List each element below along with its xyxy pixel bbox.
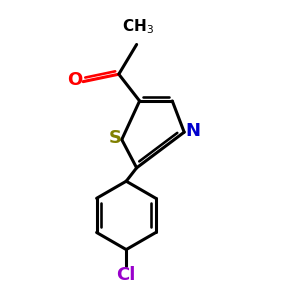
Text: S: S bbox=[109, 129, 122, 147]
Text: O: O bbox=[67, 71, 83, 89]
Text: N: N bbox=[185, 122, 200, 140]
Text: Cl: Cl bbox=[116, 266, 136, 284]
Text: CH$_3$: CH$_3$ bbox=[122, 17, 154, 36]
